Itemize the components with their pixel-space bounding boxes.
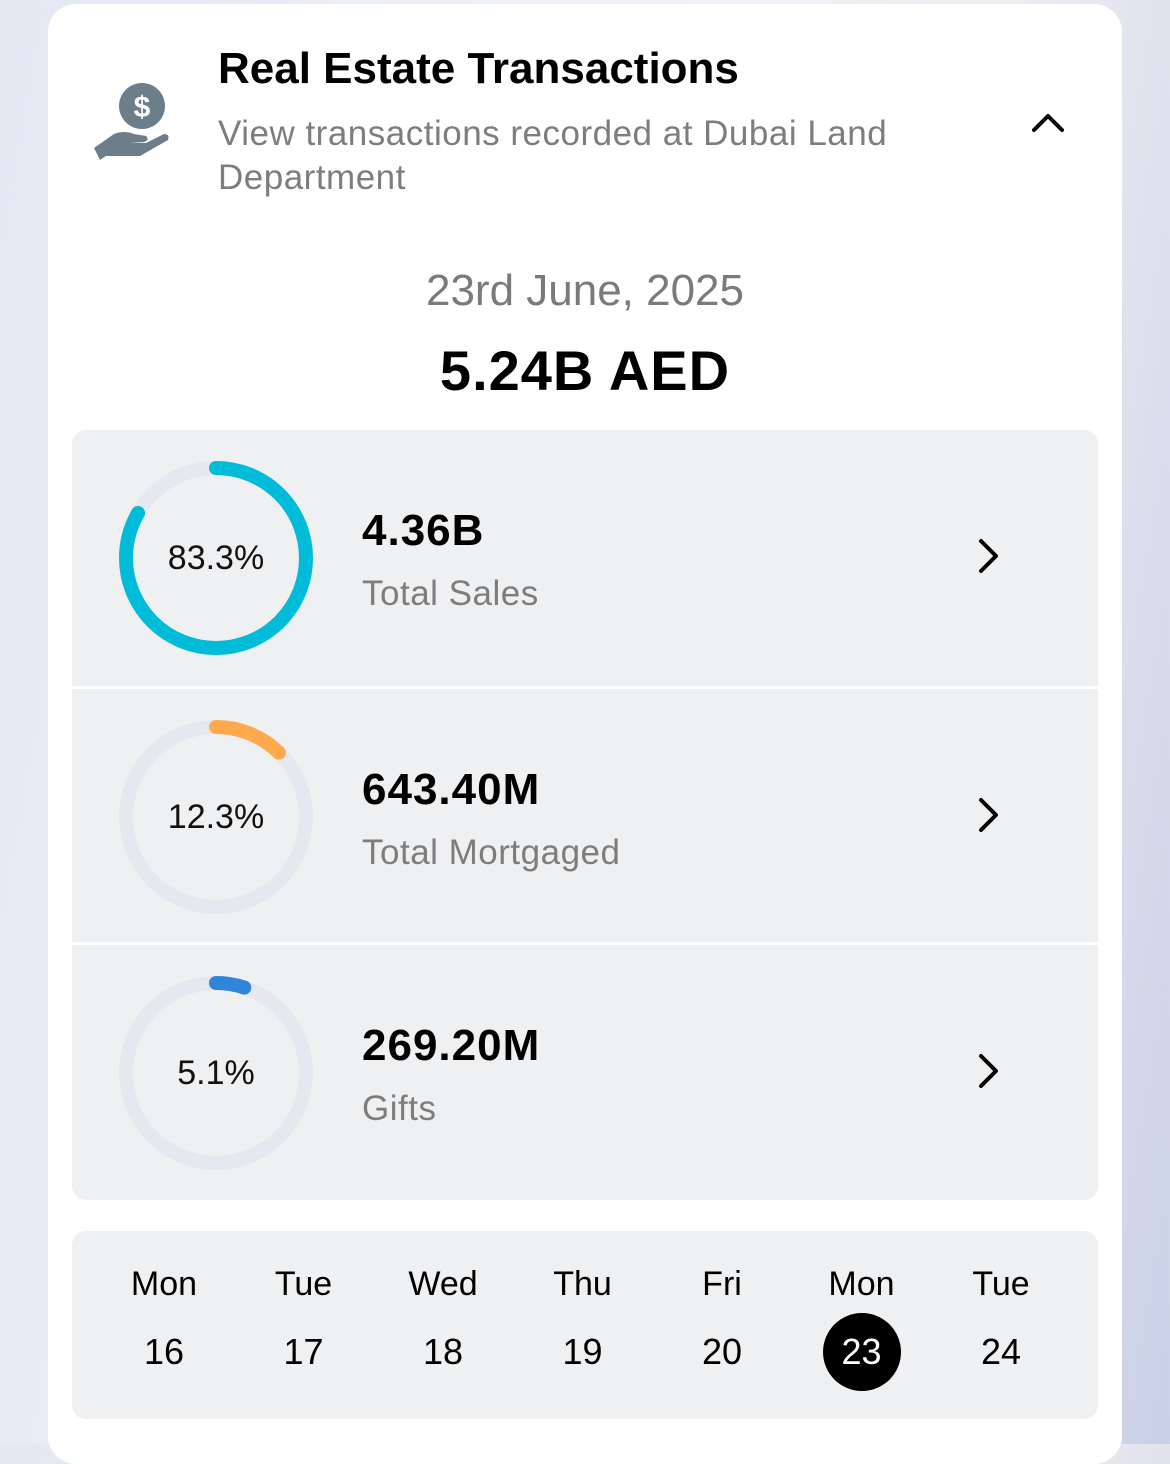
- row-label: Total Sales: [362, 574, 539, 613]
- day-date: 23: [822, 1313, 901, 1391]
- row-value: 269.20M: [362, 1021, 541, 1070]
- day-name: Thu: [553, 1265, 612, 1303]
- day-date: 19: [562, 1331, 603, 1372]
- percent-label: 83.3%: [167, 538, 265, 577]
- day-20[interactable]: Fri 20: [662, 1231, 782, 1419]
- percent-ring: [119, 720, 313, 914]
- hand-dollar-icon: $: [94, 83, 169, 160]
- day-19[interactable]: Thu 19: [523, 1231, 643, 1419]
- card-title: Real Estate Transactions: [218, 44, 739, 93]
- day-name: Wed: [408, 1265, 478, 1303]
- chevron-right-icon: [979, 539, 998, 573]
- collapse-chevron-up-icon[interactable]: [1028, 104, 1068, 144]
- day-name: Tue: [274, 1265, 333, 1303]
- day-23[interactable]: Mon 23: [802, 1231, 922, 1419]
- selected-date: 23rd June, 2025: [425, 266, 745, 315]
- day-name: Mon: [130, 1265, 198, 1303]
- day-date: 18: [422, 1331, 464, 1372]
- day-name: Tue: [972, 1265, 1030, 1303]
- chevron-right-icon: [979, 1054, 998, 1088]
- day-date: 24: [980, 1331, 1022, 1372]
- svg-text:$: $: [134, 91, 151, 124]
- row-label: Gifts: [362, 1089, 437, 1128]
- day-18[interactable]: Wed 18: [383, 1231, 503, 1419]
- card-subtitle: View transactions recorded at Dubai Land…: [218, 114, 888, 197]
- row-value: 643.40M: [362, 765, 541, 814]
- percent-label: 5.1%: [177, 1053, 255, 1092]
- row-total-sales[interactable]: 83.3% 4.36B Total Sales: [72, 430, 1098, 686]
- breakdown-list: 83.3% 4.36B Total Sales 12.3% 643.40M To…: [72, 430, 1098, 1200]
- day-date: 16: [143, 1331, 185, 1372]
- row-total-mortgaged[interactable]: 12.3% 643.40M Total Mortgaged: [72, 686, 1098, 942]
- row-gifts[interactable]: 5.1% 269.20M Gifts: [72, 942, 1098, 1198]
- ring-progress: [119, 976, 313, 1170]
- ring-progress: [119, 720, 313, 914]
- percent-ring: [119, 976, 313, 1170]
- day-name: Mon: [828, 1265, 895, 1303]
- day-16[interactable]: Mon 16: [104, 1231, 224, 1419]
- ring-progress: [119, 461, 313, 655]
- transactions-card: $ Real Estate Transactions View transact…: [48, 4, 1122, 1464]
- percent-ring: [119, 461, 313, 655]
- day-17[interactable]: Tue 17: [244, 1231, 364, 1419]
- date-strip: Mon 16 Tue 17 Wed 18 Thu 19 Fri 20 Mon 23 Tue …: [72, 1231, 1098, 1419]
- percent-label: 12.3%: [167, 797, 265, 836]
- day-date: 20: [701, 1331, 743, 1372]
- total-amount: 5.24B AED: [439, 339, 731, 402]
- row-label: Total Mortgaged: [362, 833, 621, 872]
- day-24[interactable]: Tue 24: [941, 1231, 1061, 1419]
- chevron-right-icon: [979, 798, 998, 832]
- day-name: Fri: [702, 1265, 742, 1303]
- day-date: 17: [283, 1331, 324, 1372]
- row-value: 4.36B: [362, 506, 485, 555]
